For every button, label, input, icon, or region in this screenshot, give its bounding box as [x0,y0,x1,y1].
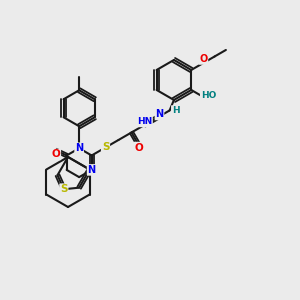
Text: O: O [52,149,60,159]
Text: N: N [155,110,164,119]
Text: N: N [88,165,96,175]
Text: S: S [102,142,109,152]
Text: HO: HO [201,92,216,100]
Text: S: S [60,184,68,194]
Text: O: O [199,54,208,64]
Text: HN: HN [137,118,152,127]
Text: N: N [75,143,83,153]
Text: H: H [172,106,179,115]
Text: O: O [134,142,143,153]
